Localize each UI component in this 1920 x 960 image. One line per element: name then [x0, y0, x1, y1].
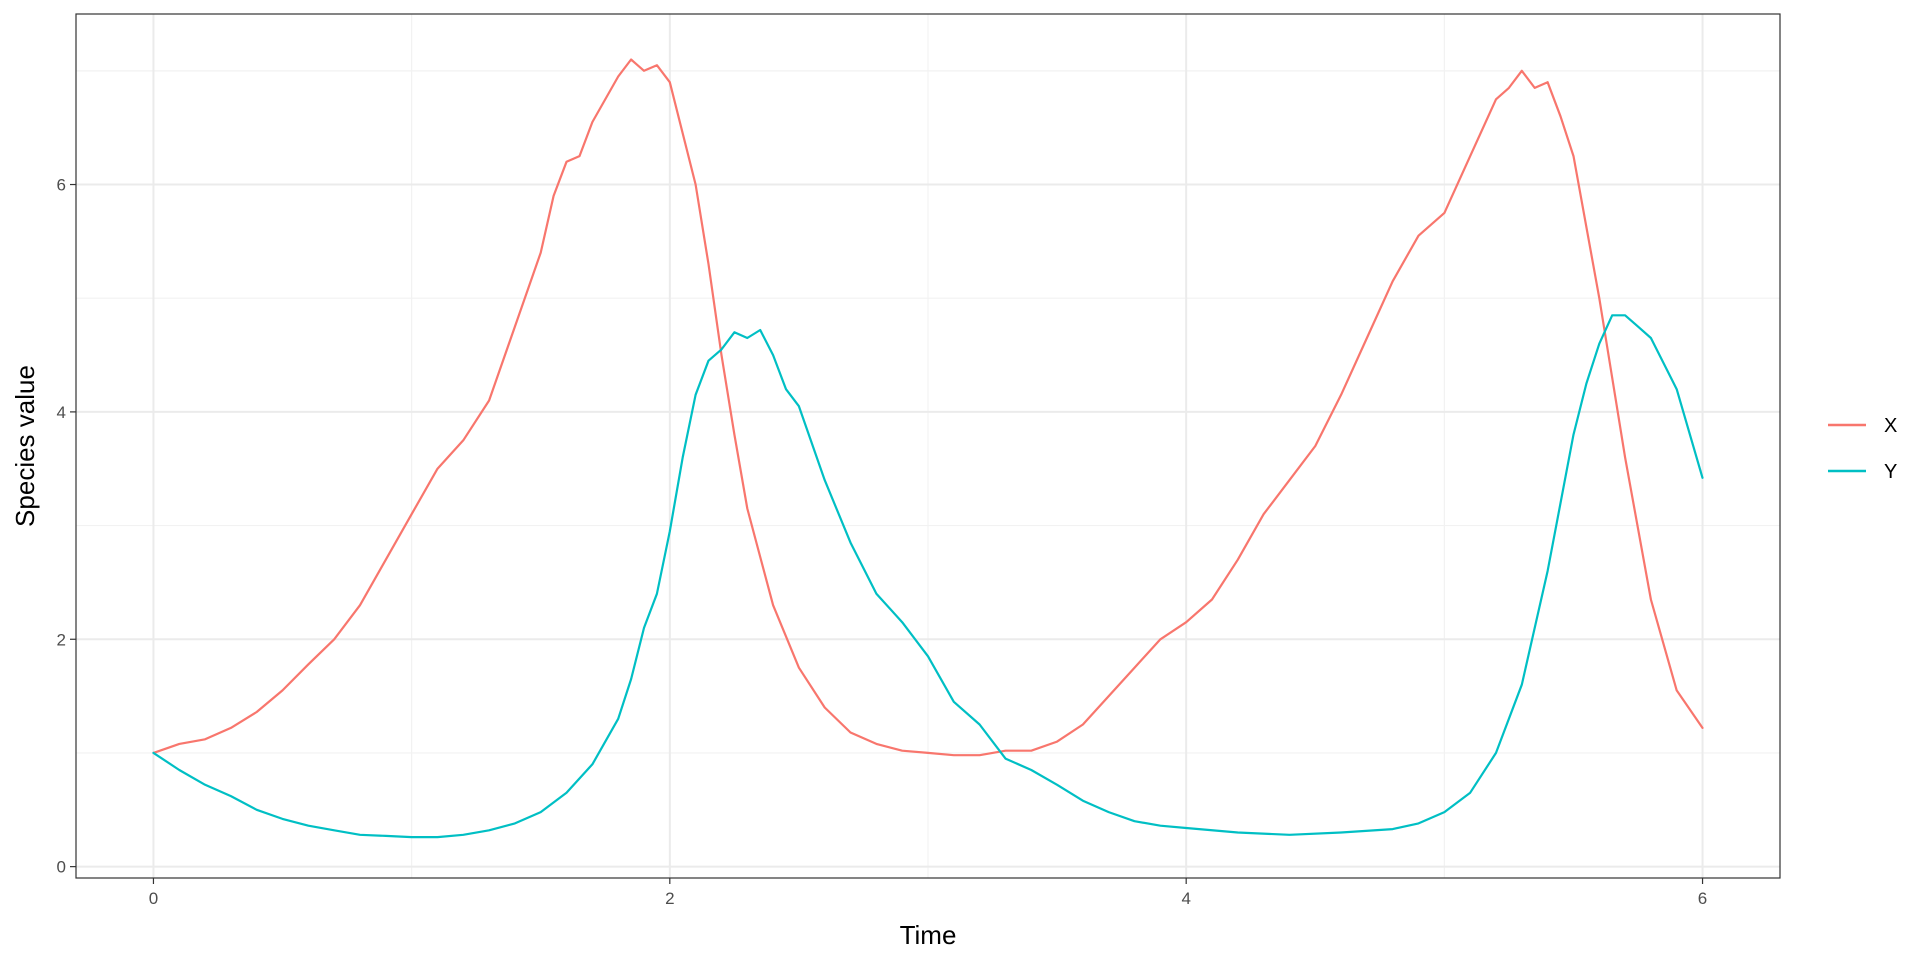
axes: 0 2 4 6 0 2 4 6	[57, 176, 1708, 908]
y-tick-label: 4	[57, 403, 66, 422]
legend-label-y: Y	[1884, 461, 1897, 483]
x-tick-label: 2	[665, 889, 674, 908]
series-line-y	[152, 314, 1704, 839]
y-axis-title: Species value	[10, 365, 40, 527]
y-tick-label: 6	[57, 176, 66, 195]
panel-border	[75, 13, 1781, 879]
y-tick-label: 0	[57, 858, 66, 877]
x-tick-label: 0	[149, 889, 158, 908]
series-line-x	[152, 58, 1704, 757]
series-lines	[152, 58, 1704, 839]
grid	[76, 14, 1780, 878]
x-tick-label: 6	[1698, 889, 1707, 908]
y-tick-label: 2	[57, 630, 66, 649]
legend: XY	[1828, 415, 1897, 483]
legend-label-x: X	[1884, 415, 1897, 437]
x-tick-label: 4	[1181, 889, 1190, 908]
x-axis-title: Time	[900, 920, 957, 950]
